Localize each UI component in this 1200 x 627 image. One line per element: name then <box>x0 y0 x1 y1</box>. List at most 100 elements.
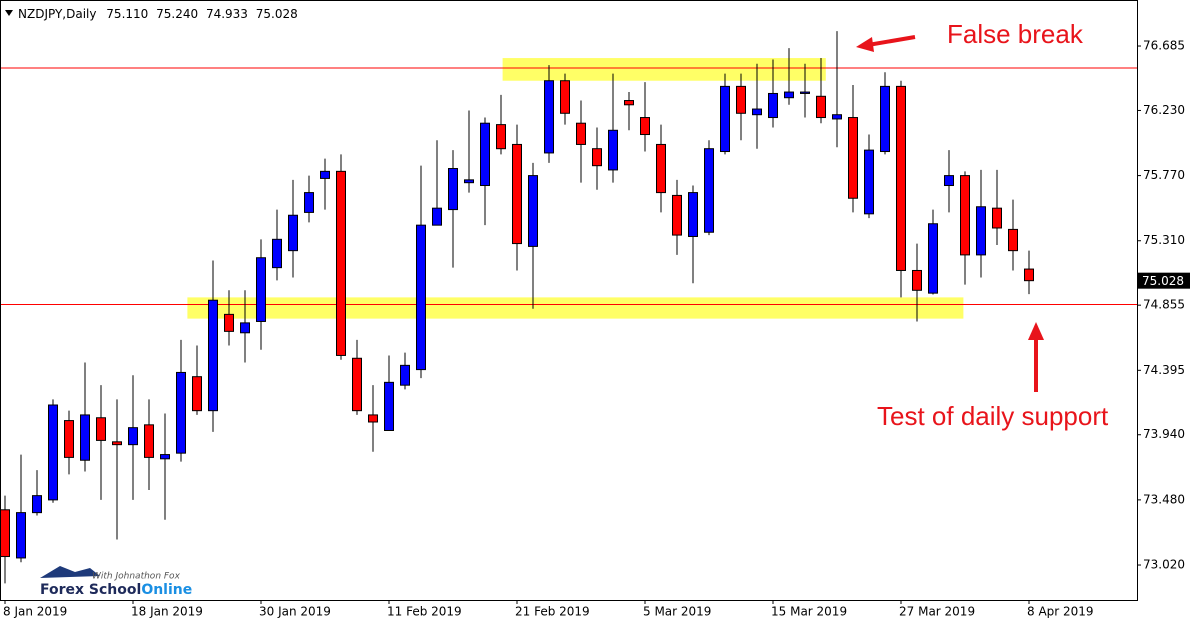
candle-body <box>976 206 986 256</box>
candle-body <box>256 257 266 322</box>
candle-body <box>1024 268 1034 282</box>
candle-body <box>640 117 650 136</box>
y-tick-label: 74.395 <box>1143 363 1185 377</box>
logo-name-2: Online <box>141 582 192 598</box>
candle-body <box>48 404 58 501</box>
arrow-head <box>1028 322 1044 340</box>
x-tick-label: 30 Jan 2019 <box>259 605 331 619</box>
candle-body <box>896 85 906 271</box>
y-tick-label: 73.020 <box>1143 558 1185 572</box>
candle-body <box>720 85 730 153</box>
annotation: False break <box>947 19 1084 49</box>
candle-body <box>624 100 634 106</box>
candle-body <box>512 143 522 245</box>
zone <box>502 58 826 81</box>
candle-body <box>384 381 394 431</box>
candle-body <box>736 85 746 114</box>
candle-body <box>416 224 426 371</box>
candle-body <box>480 122 490 187</box>
annotation: Test of daily support <box>877 401 1109 431</box>
candle-body <box>16 512 26 559</box>
logo-tagline: With Johnathon Fox <box>92 572 181 582</box>
candle-body <box>704 148 714 233</box>
chart-title: NZDJPY,Daily 75.110 75.240 74.933 75.028 <box>18 7 298 21</box>
x-tick-label: 11 Feb 2019 <box>387 605 462 619</box>
candle-body <box>288 214 298 252</box>
x-tick-label: 21 Feb 2019 <box>515 605 590 619</box>
price-label: 75.028 <box>1142 274 1184 288</box>
candle-body <box>464 179 474 184</box>
candle-body <box>208 299 218 412</box>
candle-body <box>880 85 890 153</box>
candle-body <box>544 80 554 154</box>
candle-body <box>224 313 234 332</box>
price-box <box>1138 272 1190 289</box>
candle-body <box>576 122 586 145</box>
candle-body <box>96 417 106 441</box>
y-tick-label: 76.230 <box>1143 103 1185 117</box>
plot-frame <box>0 0 1138 601</box>
zone <box>187 297 964 319</box>
logo-name-1: Forex School <box>40 582 141 598</box>
x-tick-label: 15 Mar 2019 <box>771 605 847 619</box>
y-tick-label: 74.855 <box>1143 298 1185 312</box>
candle-body <box>400 364 410 386</box>
candle-body <box>112 441 122 446</box>
candle-body <box>1008 228 1018 252</box>
candle-body <box>672 194 682 236</box>
candle-body <box>656 143 666 194</box>
candle-body <box>192 376 202 412</box>
candle-body <box>352 357 362 412</box>
candle-body <box>64 420 74 458</box>
candle-body <box>800 91 810 94</box>
symbol: NZDJPY,Daily <box>18 7 96 21</box>
candle-body <box>0 509 10 558</box>
candle-body <box>592 148 602 167</box>
plot-area <box>0 31 1137 584</box>
candle-body <box>128 427 138 446</box>
candle-body <box>528 175 538 247</box>
candle-body <box>368 414 378 423</box>
y-tick-label: 76.685 <box>1143 39 1185 53</box>
logo-icon <box>40 566 100 578</box>
candle-body <box>144 424 154 458</box>
ohlc-low: 74.933 <box>206 7 248 21</box>
ohlc-close: 75.028 <box>256 7 298 21</box>
candle-body <box>992 207 1002 229</box>
candle-body <box>768 92 778 119</box>
candle-body <box>784 91 794 99</box>
logo: With Johnathon Fox Forex SchoolOnline <box>40 566 192 598</box>
y-tick-label: 73.480 <box>1143 492 1185 506</box>
y-tick-label: 75.770 <box>1143 168 1185 182</box>
candle-body <box>80 414 90 461</box>
candle-body <box>496 124 506 150</box>
candle-body <box>336 170 346 356</box>
logo-name: Forex SchoolOnline <box>40 582 192 598</box>
candle-body <box>240 322 250 334</box>
x-tick-label: 27 Mar 2019 <box>899 605 975 619</box>
candle-body <box>272 238 282 269</box>
y-tick-label: 75.310 <box>1143 233 1185 247</box>
x-tick-label: 8 Jan 2019 <box>3 605 67 619</box>
candle-body <box>608 129 618 171</box>
arrow-head <box>856 37 874 52</box>
candle-body <box>928 223 938 294</box>
candle-body <box>960 175 970 256</box>
candle-body <box>560 80 570 114</box>
candle-body <box>752 108 762 116</box>
candle-body <box>912 269 922 291</box>
candle-body <box>32 495 42 514</box>
ohlc-open: 75.110 <box>106 7 148 21</box>
candle-body <box>176 371 186 454</box>
candle-body <box>304 192 314 213</box>
arrow <box>867 35 916 47</box>
candle-body <box>864 149 874 215</box>
x-tick-label: 5 Mar 2019 <box>643 605 711 619</box>
candle-body <box>320 170 330 179</box>
candle-body <box>816 95 826 119</box>
y-tick-label: 73.940 <box>1143 427 1185 441</box>
menu-triangle <box>5 10 13 16</box>
candle-body <box>160 454 170 460</box>
candle-body <box>688 192 698 237</box>
